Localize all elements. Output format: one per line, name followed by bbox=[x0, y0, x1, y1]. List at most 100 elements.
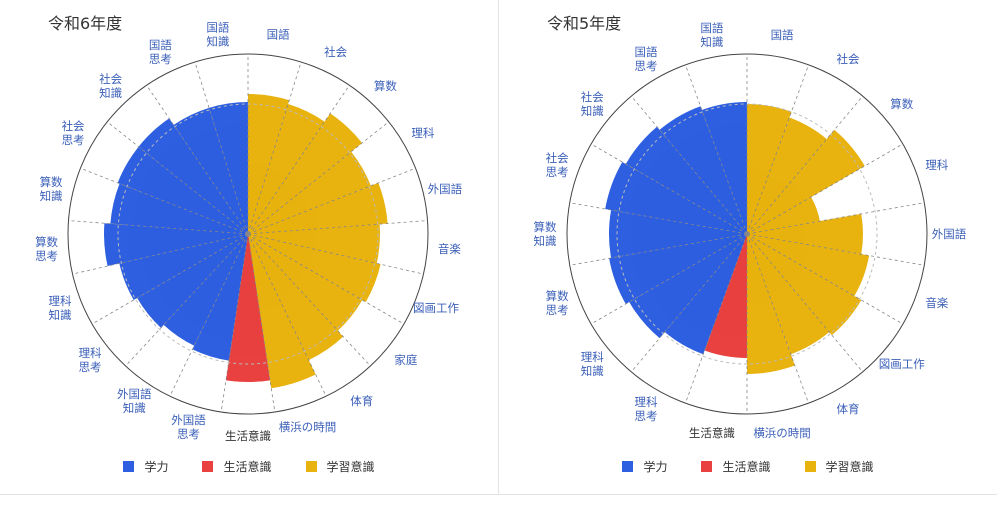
sector-band bbox=[747, 234, 788, 255]
sector-band bbox=[248, 199, 342, 234]
radial-gridline bbox=[91, 233, 249, 325]
radial-gridline bbox=[247, 121, 389, 235]
legend-label: 学習意識 bbox=[825, 460, 874, 474]
radial-gridline bbox=[569, 233, 748, 266]
sector-band bbox=[701, 226, 747, 242]
sector-band bbox=[229, 214, 248, 234]
sector-16[interactable] bbox=[110, 183, 248, 234]
sector-19[interactable] bbox=[173, 107, 248, 234]
category-label: 国語知識 bbox=[700, 21, 723, 49]
category-label: 外国語思考 bbox=[171, 413, 206, 441]
sector-band bbox=[747, 175, 787, 234]
sector-1[interactable] bbox=[248, 104, 325, 234]
category-label: 体育 bbox=[350, 393, 373, 407]
sector-band bbox=[747, 227, 786, 241]
sector-4[interactable] bbox=[747, 213, 863, 255]
radial-gridline bbox=[247, 61, 302, 235]
sector-5[interactable] bbox=[747, 234, 870, 296]
radial-gridline bbox=[169, 233, 249, 397]
sector-band bbox=[692, 234, 747, 315]
sector-5[interactable] bbox=[248, 224, 380, 264]
sector-band bbox=[248, 153, 325, 234]
sector-band bbox=[248, 147, 300, 234]
category-label: 理科 bbox=[925, 157, 948, 171]
sector-15[interactable] bbox=[625, 126, 747, 234]
sector-10[interactable] bbox=[225, 234, 271, 383]
sector-band bbox=[747, 212, 755, 234]
sector-13[interactable] bbox=[137, 234, 248, 328]
sector-4[interactable] bbox=[248, 182, 388, 234]
category-label: 算数 bbox=[890, 97, 913, 111]
sector-band bbox=[747, 230, 767, 238]
sector-17[interactable] bbox=[701, 102, 747, 234]
sector-band bbox=[241, 212, 248, 234]
sector-band bbox=[747, 199, 787, 234]
sector-6[interactable] bbox=[747, 234, 862, 336]
sector-band bbox=[668, 234, 747, 304]
sector-band bbox=[248, 169, 287, 234]
sector-2[interactable] bbox=[747, 129, 865, 234]
sector-17[interactable] bbox=[117, 146, 248, 234]
sector-6[interactable] bbox=[248, 234, 381, 302]
sector-band bbox=[739, 212, 747, 234]
sector-12[interactable] bbox=[609, 234, 747, 304]
sector-10[interactable] bbox=[664, 234, 747, 355]
sector-9[interactable] bbox=[704, 234, 747, 358]
sector-band bbox=[248, 234, 306, 283]
outer-ring bbox=[67, 53, 429, 415]
sector-14[interactable] bbox=[119, 234, 249, 300]
radial-gridline bbox=[194, 61, 249, 235]
legend-item-gakushu[interactable]: 学習意識 bbox=[305, 458, 375, 475]
category-label: 社会 bbox=[837, 52, 860, 66]
sector-band bbox=[244, 234, 252, 259]
sector-7[interactable] bbox=[747, 234, 830, 355]
sector-band bbox=[716, 146, 747, 234]
sector-band bbox=[733, 234, 747, 255]
sector-8[interactable] bbox=[248, 234, 344, 361]
sector-13[interactable] bbox=[609, 210, 747, 258]
sector-band bbox=[248, 234, 312, 319]
legend-item-gakuryoku[interactable]: 学力 bbox=[123, 458, 168, 475]
divider bbox=[0, 494, 997, 495]
sector-12[interactable] bbox=[163, 234, 248, 346]
sector-14[interactable] bbox=[605, 162, 747, 234]
sector-band bbox=[233, 234, 248, 253]
legend-item-gakuryoku[interactable]: 学力 bbox=[622, 458, 667, 475]
sector-15[interactable] bbox=[103, 223, 248, 267]
sector-band bbox=[211, 234, 248, 266]
sector-band bbox=[204, 204, 248, 234]
category-label: 国語 bbox=[267, 27, 290, 41]
legend-item-seikatsu[interactable]: 生活意識 bbox=[701, 458, 771, 475]
sector-3[interactable] bbox=[747, 197, 820, 234]
sector-9[interactable] bbox=[248, 234, 316, 389]
sector-band bbox=[248, 234, 294, 337]
sector-11[interactable] bbox=[192, 234, 248, 361]
sector-band bbox=[248, 212, 261, 234]
radial-gridline bbox=[247, 85, 350, 235]
sector-band bbox=[151, 226, 248, 256]
sector-band bbox=[175, 156, 248, 234]
sector-band bbox=[747, 234, 786, 268]
sector-0[interactable] bbox=[747, 104, 792, 234]
sector-7[interactable] bbox=[248, 234, 363, 331]
legend-item-gakushu[interactable]: 学習意識 bbox=[804, 458, 874, 475]
sector-11[interactable] bbox=[629, 234, 747, 339]
sector-18[interactable] bbox=[138, 118, 248, 234]
sector-band bbox=[248, 213, 268, 234]
sector-2[interactable] bbox=[248, 113, 363, 234]
sector-band bbox=[666, 162, 747, 234]
radial-gridline bbox=[247, 233, 276, 413]
sector-1[interactable] bbox=[747, 117, 827, 234]
sector-band bbox=[747, 214, 761, 234]
sector-band bbox=[699, 210, 747, 234]
category-label: 理科思考 bbox=[79, 345, 102, 373]
sector-20[interactable] bbox=[209, 102, 248, 234]
sector-band bbox=[248, 234, 296, 298]
sector-3[interactable] bbox=[248, 151, 371, 234]
sector-band bbox=[747, 234, 775, 275]
category-label: 外国語知識 bbox=[117, 386, 152, 414]
legend-item-seikatsu[interactable]: 生活意識 bbox=[202, 458, 272, 475]
sector-band bbox=[655, 234, 747, 281]
sector-16[interactable] bbox=[659, 106, 747, 234]
category-label: 理科知識 bbox=[581, 349, 604, 377]
